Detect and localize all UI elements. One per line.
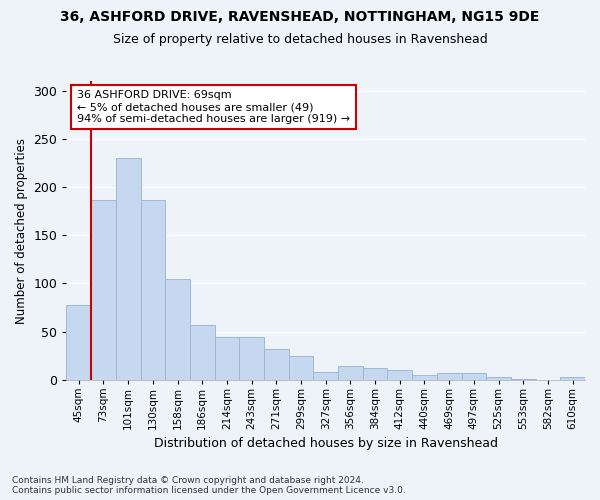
Bar <box>560 376 585 380</box>
Bar <box>165 278 190 380</box>
Bar <box>363 368 388 380</box>
Y-axis label: Number of detached properties: Number of detached properties <box>15 138 28 324</box>
Bar <box>116 158 140 380</box>
Bar <box>486 376 511 380</box>
Bar <box>140 200 165 380</box>
Bar <box>313 372 338 380</box>
Text: Size of property relative to detached houses in Ravenshead: Size of property relative to detached ho… <box>113 32 487 46</box>
Bar <box>239 338 264 380</box>
Text: 36 ASHFORD DRIVE: 69sqm
← 5% of detached houses are smaller (49)
94% of semi-det: 36 ASHFORD DRIVE: 69sqm ← 5% of detached… <box>77 90 350 124</box>
X-axis label: Distribution of detached houses by size in Ravenshead: Distribution of detached houses by size … <box>154 437 498 450</box>
Bar <box>215 338 239 380</box>
Text: Contains HM Land Registry data © Crown copyright and database right 2024.
Contai: Contains HM Land Registry data © Crown c… <box>12 476 406 495</box>
Bar <box>338 366 363 380</box>
Bar <box>190 325 215 380</box>
Bar <box>67 304 91 380</box>
Bar <box>289 356 313 380</box>
Bar <box>264 349 289 380</box>
Text: 36, ASHFORD DRIVE, RAVENSHEAD, NOTTINGHAM, NG15 9DE: 36, ASHFORD DRIVE, RAVENSHEAD, NOTTINGHA… <box>61 10 539 24</box>
Bar <box>91 200 116 380</box>
Bar <box>388 370 412 380</box>
Bar <box>511 378 536 380</box>
Bar <box>437 373 461 380</box>
Bar <box>461 373 486 380</box>
Bar <box>412 375 437 380</box>
